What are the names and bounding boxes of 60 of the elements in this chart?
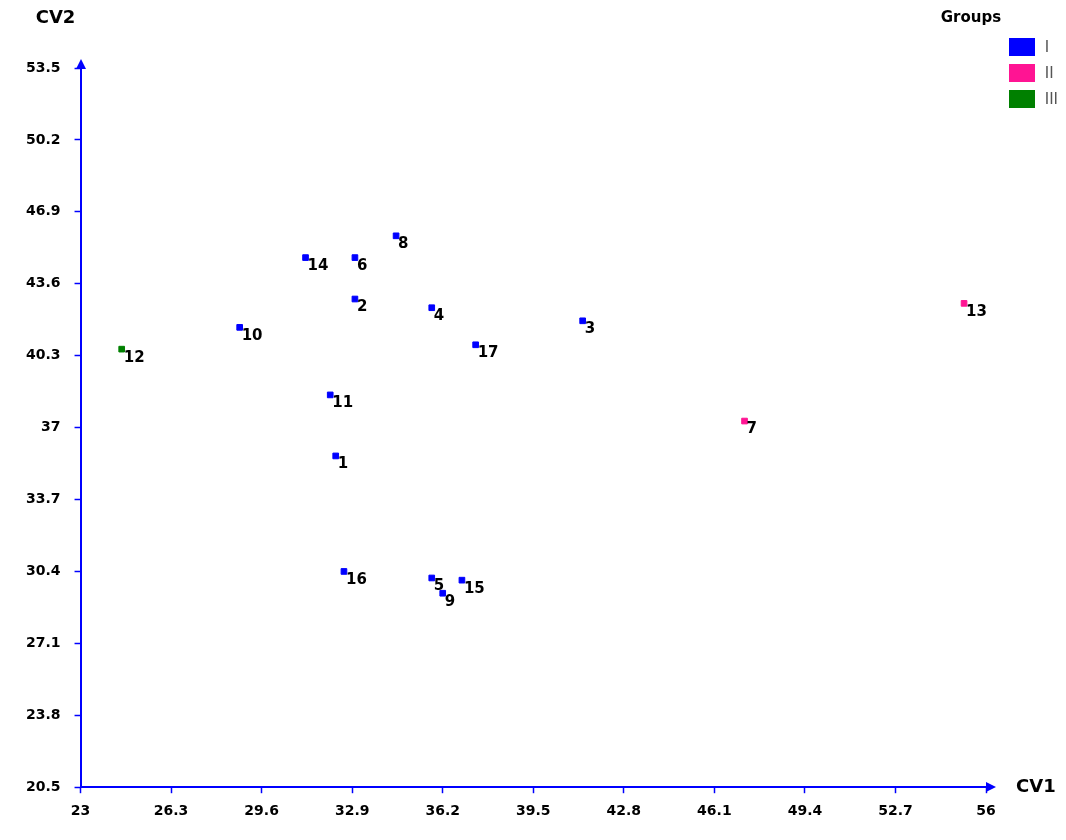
point	[960, 300, 968, 307]
legend-label: I	[1044, 38, 1050, 56]
x-tick-label: 39.5	[516, 802, 551, 819]
annotation: 13	[966, 301, 987, 320]
y-tick-label: 23.8	[26, 705, 61, 722]
point	[236, 324, 244, 331]
point	[741, 417, 748, 425]
annotation: 3	[584, 319, 596, 338]
x-tick-label: 42.8	[606, 802, 642, 819]
y-tick-label: 43.6	[26, 274, 61, 291]
annotation: 1	[337, 454, 349, 473]
point	[579, 317, 586, 325]
annotation: 17	[477, 343, 499, 362]
y-tick-label: 20.5	[26, 777, 61, 794]
y-tick-label: 37	[41, 418, 61, 435]
point	[392, 232, 400, 240]
point	[340, 568, 348, 575]
x-tick-label: 56	[976, 802, 996, 819]
x-tick-label: 26.3	[153, 802, 189, 819]
y-axis-title: CV2	[35, 5, 76, 27]
x-tick-label: 29.6	[244, 802, 279, 819]
y-tick-label: 50.2	[26, 130, 61, 147]
point	[428, 574, 436, 582]
annotation: 16	[345, 569, 367, 588]
x-tick-label: 23	[70, 802, 91, 819]
annotation: 6	[356, 256, 368, 274]
point	[118, 345, 126, 353]
y-tick-label: 40.3	[26, 346, 61, 363]
point	[351, 254, 359, 261]
point	[351, 295, 359, 303]
x-tick-label: 32.9	[334, 802, 370, 819]
annotation: 14	[307, 256, 329, 274]
annotation: 10	[241, 325, 263, 344]
x-tick-label: 46.1	[697, 802, 732, 819]
x-tick-label: 52.7	[878, 802, 913, 819]
x-axis-title: CV1	[1016, 774, 1056, 796]
annotation: 8	[398, 234, 409, 253]
x-tick-label: 49.4	[787, 802, 823, 819]
point	[302, 254, 309, 261]
annotation: 2	[356, 297, 368, 316]
annotation: 7	[746, 419, 757, 438]
legend-title: Groups	[940, 8, 1003, 26]
point	[326, 391, 334, 399]
legend-label: III	[1044, 90, 1058, 108]
legend-label: II	[1044, 64, 1054, 82]
x-tick-label: 36.2	[425, 802, 460, 819]
annotation: 5	[433, 576, 445, 595]
annotation: 4	[433, 306, 445, 325]
annotation: 12	[123, 347, 145, 366]
point	[472, 341, 479, 349]
point	[332, 452, 340, 460]
annotation: 11	[332, 393, 354, 412]
annotation: 9	[444, 591, 456, 610]
point	[458, 576, 466, 584]
y-tick-label: 30.4	[26, 562, 61, 579]
annotation: 15	[463, 578, 485, 597]
y-tick-label: 27.1	[26, 634, 61, 650]
y-tick-label: 33.7	[26, 490, 61, 507]
y-tick-label: 53.5	[26, 58, 61, 75]
y-tick-label: 46.9	[26, 202, 61, 219]
